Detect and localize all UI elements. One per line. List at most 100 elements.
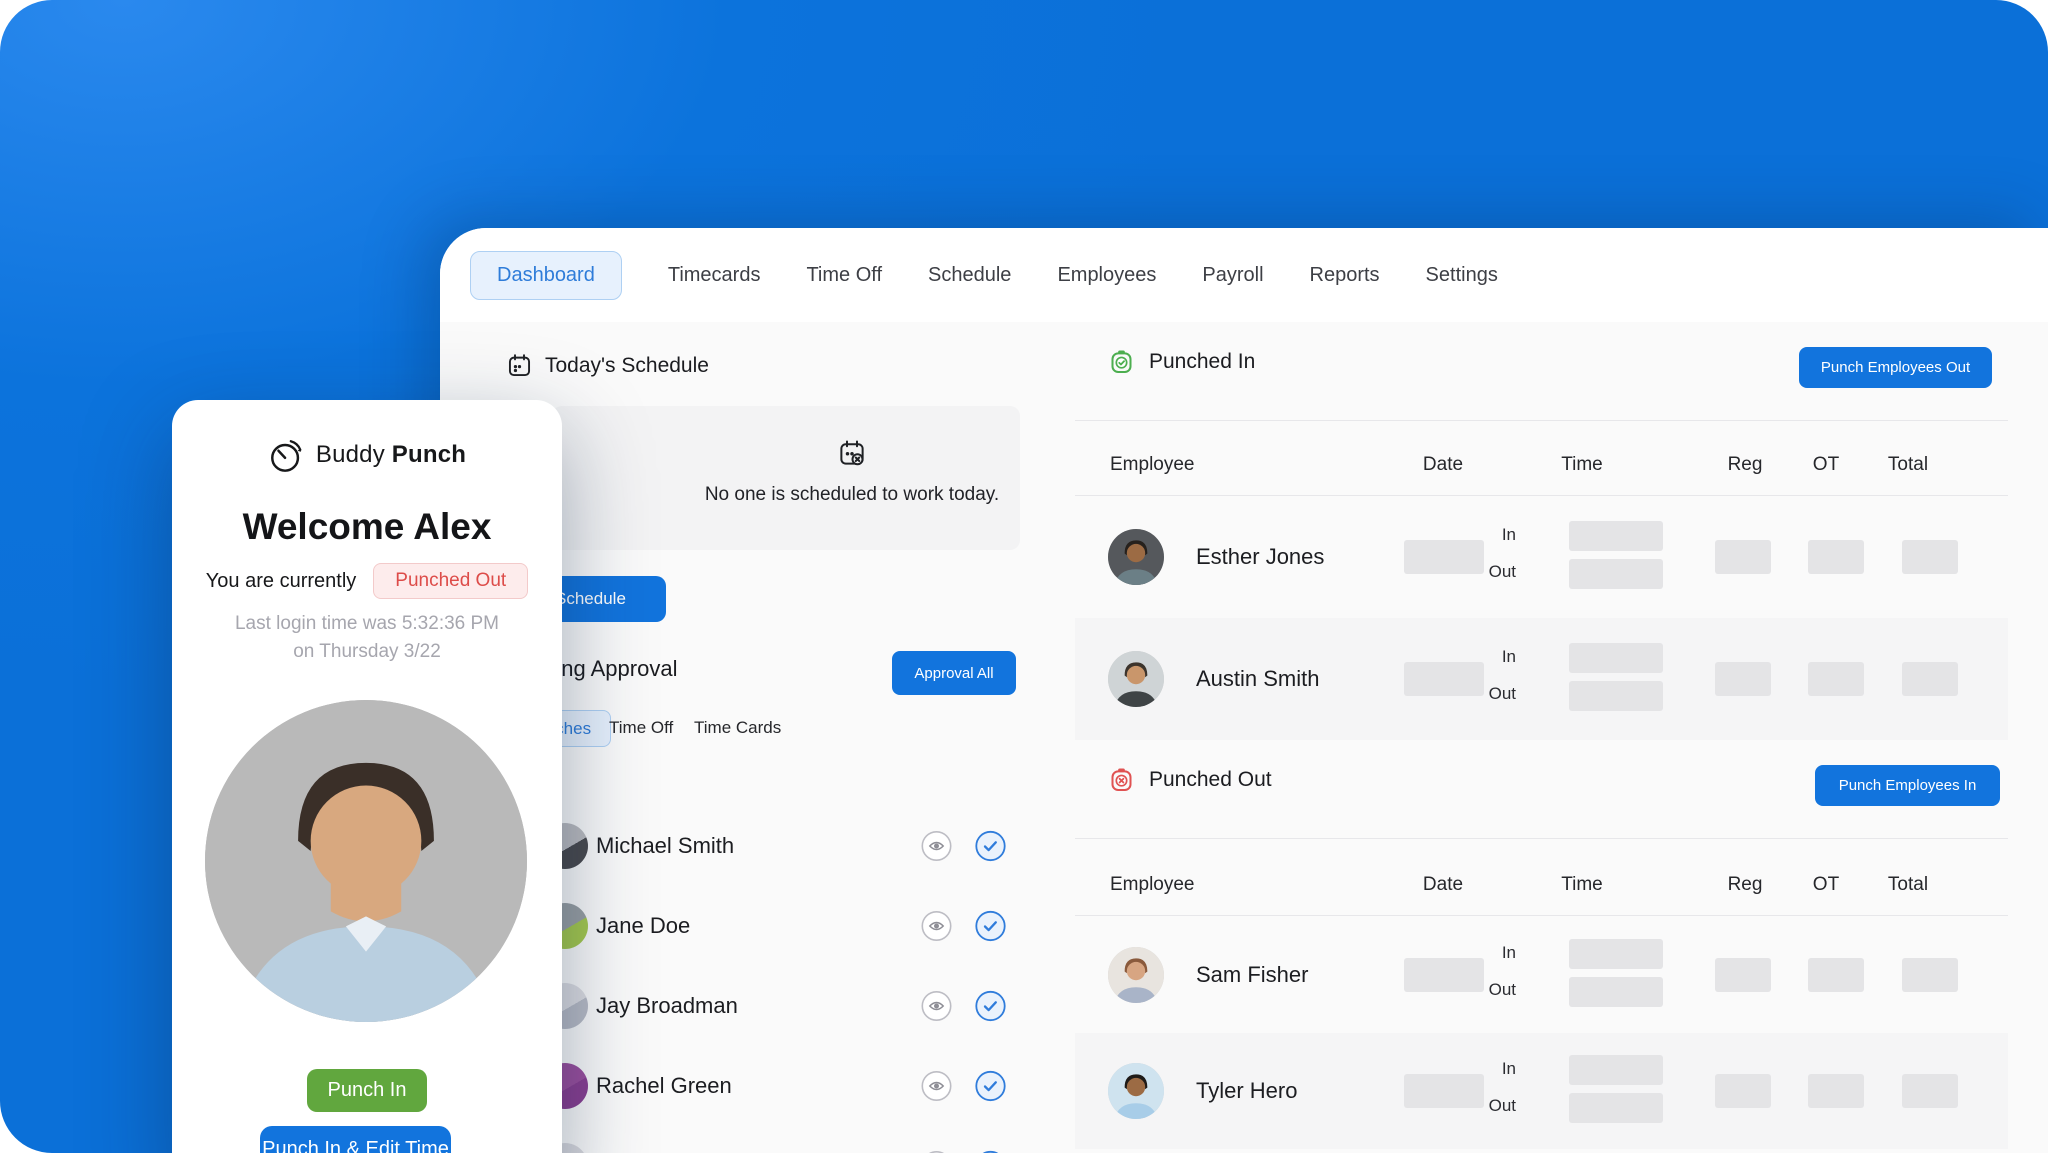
view-icon[interactable]: [921, 911, 952, 942]
in-label: In: [1501, 647, 1516, 666]
out-label: Out: [1488, 1096, 1516, 1115]
column-header-time: Time: [1561, 454, 1603, 475]
punched-in-header: Punched In: [1108, 348, 1255, 375]
pending-row: Rachel Green: [505, 1046, 1025, 1126]
approvals-tab-time-cards[interactable]: Time Cards: [694, 718, 782, 737]
view-icon[interactable]: [921, 831, 952, 862]
out-label: Out: [1488, 980, 1516, 999]
main-nav: Dashboard Timecards Time Off Schedule Em…: [440, 228, 2048, 322]
pending-row: Michael Smith: [505, 806, 1025, 886]
table-row-esther-jones: Esther Jones In Out: [1075, 496, 2008, 618]
out-label: Out: [1488, 562, 1516, 581]
out-label: Out: [1488, 684, 1516, 703]
time-out-placeholder: [1569, 681, 1663, 711]
ot-placeholder: [1808, 662, 1864, 696]
divider: [1075, 838, 2008, 839]
approvals-tab-time-off[interactable]: Time Off: [609, 718, 674, 737]
brand-name: Buddy Punch: [315, 441, 467, 468]
in-label: In: [1501, 943, 1516, 962]
total-placeholder: [1902, 957, 1958, 992]
welcome-title: Welcome Alex: [242, 506, 492, 547]
total-placeholder: [1902, 540, 1958, 574]
view-icon[interactable]: [921, 991, 952, 1022]
punched-out-icon: [1111, 768, 1132, 791]
approve-check-icon[interactable]: [975, 990, 1006, 1022]
tab-dashboard[interactable]: Dashboard: [470, 250, 622, 300]
time-out-placeholder: [1569, 1093, 1663, 1123]
reg-placeholder: [1715, 957, 1771, 992]
punch-employees-in-button[interactable]: Punch Employees In: [1815, 765, 2000, 806]
profile-photo: [205, 700, 527, 1022]
time-in-placeholder: [1569, 939, 1663, 969]
tab-time-off[interactable]: Time Off: [806, 263, 883, 286]
tab-payroll[interactable]: Payroll: [1202, 263, 1264, 286]
in-label: In: [1501, 525, 1516, 544]
reg-placeholder: [1715, 540, 1771, 574]
employee-name: Austin Smith: [1196, 666, 1320, 691]
pending-row: [505, 1126, 1025, 1153]
date-placeholder: [1404, 662, 1484, 696]
column-header-ot: OT: [1812, 454, 1840, 475]
punch-employees-out-button[interactable]: Punch Employees Out: [1799, 347, 1992, 388]
table-row-tyler-hero: Tyler Hero In Out: [1075, 1033, 2008, 1149]
employee-name: Michael Smith: [596, 833, 735, 858]
divider: [1075, 420, 2008, 421]
time-in-placeholder: [1569, 521, 1663, 551]
approve-check-icon[interactable]: [975, 910, 1006, 942]
empty-schedule-message: No one is scheduled to work today.: [704, 484, 1000, 505]
employee-name: Esther Jones: [1196, 544, 1325, 569]
divider: [1075, 915, 2008, 916]
empty-schedule-box: No one is scheduled to work today.: [552, 406, 1020, 550]
todays-schedule-header: Today's Schedule: [506, 352, 709, 379]
column-header-total: Total: [1887, 874, 1929, 895]
avatar: [1108, 651, 1164, 707]
tab-settings[interactable]: Settings: [1425, 263, 1498, 286]
last-login-line2: on Thursday 3/22: [293, 641, 441, 662]
divider: [1075, 495, 2008, 496]
calendar-x-icon: [840, 440, 864, 466]
tab-timecards[interactable]: Timecards: [667, 263, 761, 286]
tab-schedule[interactable]: Schedule: [928, 263, 1012, 286]
avatar: [542, 1143, 588, 1153]
column-header-ot: OT: [1812, 874, 1840, 895]
avatar: [1108, 1063, 1164, 1119]
in-label: In: [1501, 1059, 1516, 1078]
employee-name: Tyler Hero: [1196, 1078, 1298, 1103]
column-header-reg: Reg: [1727, 874, 1763, 895]
approve-check-icon[interactable]: [975, 1070, 1006, 1102]
ot-placeholder: [1808, 957, 1864, 992]
punched-in-title: Punched In: [1149, 349, 1256, 373]
punch-in-button[interactable]: Punch In: [307, 1069, 427, 1112]
column-header-reg: Reg: [1727, 454, 1763, 475]
dashboard-window: Dashboard Timecards Time Off Schedule Em…: [440, 228, 2048, 1153]
total-placeholder: [1902, 662, 1958, 696]
total-placeholder: [1902, 1074, 1958, 1108]
reg-placeholder: [1715, 1074, 1771, 1108]
pending-row: Jay Broadman: [505, 966, 1025, 1046]
calendar-icon: [508, 354, 531, 377]
avatar: [1108, 529, 1164, 585]
tab-employees[interactable]: Employees: [1057, 263, 1157, 286]
ot-placeholder: [1808, 540, 1864, 574]
punched-out-header: Punched Out: [1108, 766, 1272, 793]
employee-name: Jane Doe: [596, 913, 691, 938]
employee-name: Jay Broadman: [596, 993, 738, 1018]
date-placeholder: [1404, 540, 1484, 574]
stopwatch-icon: [270, 440, 302, 472]
punch-in-edit-time-button[interactable]: Punch In & Edit Time: [260, 1126, 451, 1153]
table-row-sam-fisher: Sam Fisher In Out: [1075, 916, 2008, 1033]
approval-all-button[interactable]: Approval All: [892, 651, 1016, 695]
column-header-time: Time: [1561, 874, 1603, 895]
tab-reports[interactable]: Reports: [1309, 263, 1380, 286]
brand-logo: Buddy Punch: [172, 436, 562, 474]
last-login-line1: Last login time was 5:32:36 PM: [234, 613, 500, 634]
view-icon[interactable]: [921, 1071, 952, 1102]
table-row-austin-smith: Austin Smith In Out: [1075, 618, 2008, 740]
pending-row: Jane Doe: [505, 886, 1025, 966]
status-row: You are currently Punched Out: [172, 563, 562, 599]
column-header-date: Date: [1422, 874, 1464, 895]
approve-check-icon[interactable]: [975, 830, 1006, 862]
time-in-placeholder: [1569, 643, 1663, 673]
avatar: [1108, 946, 1164, 1003]
